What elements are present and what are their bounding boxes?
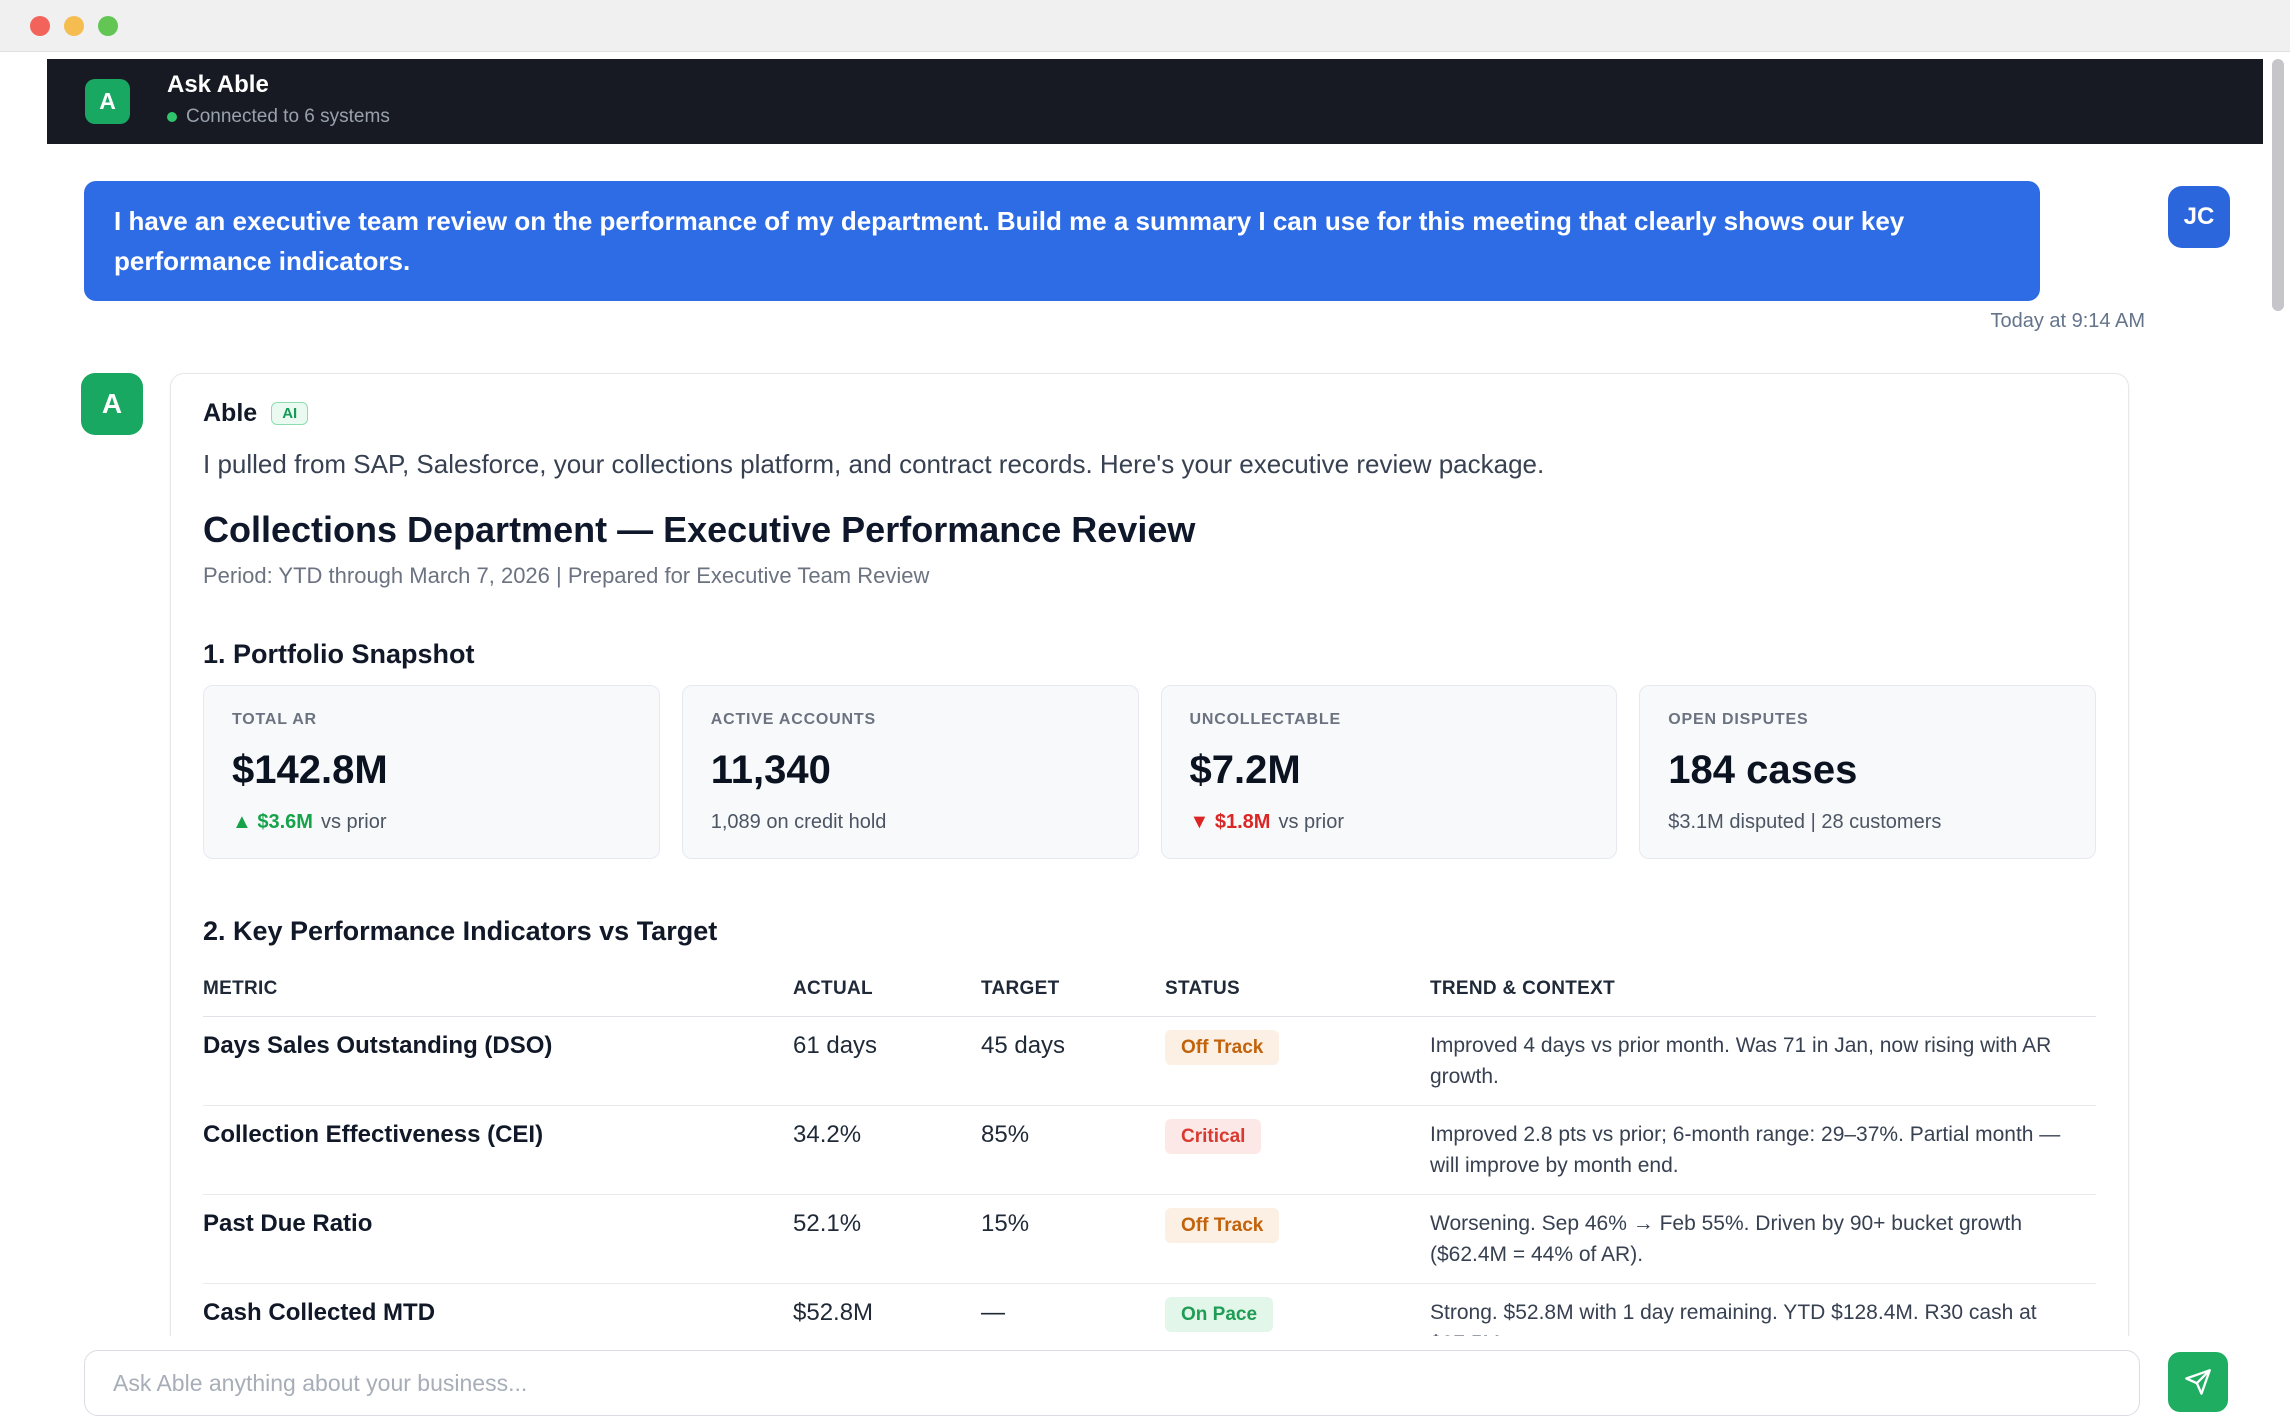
paper-plane-icon [2184, 1368, 2212, 1396]
user-message-bubble: I have an executive team review on the p… [84, 181, 2040, 301]
message-timestamp: Today at 9:14 AM [1990, 310, 2145, 332]
metric-cell: Days Sales Outstanding (DSO) [203, 1032, 553, 1059]
assistant-message-card: Able AI I pulled from SAP, Salesforce, y… [170, 373, 2129, 1385]
portfolio-stats-row: TOTAL AR $142.8M ▲ $3.6M vs prior ACTIVE … [203, 685, 2096, 859]
kpi-table-header: METRIC ACTUAL TARGET STATUS TREND & CONT… [203, 966, 2096, 1017]
chat-header: A Ask Able Connected to 6 systems [47, 59, 2263, 144]
stat-card-active-accounts: ACTIVE ACCOUNTS 11,340 1,089 on credit h… [681, 685, 1139, 859]
stat-card-uncollectable: UNCOLLECTABLE $7.2M ▼ $1.8M vs prior [1160, 685, 1618, 859]
actual-cell: 52.1% [793, 1210, 862, 1237]
stat-label: ACTIVE ACCOUNTS [710, 711, 876, 728]
stat-subtext: ▲ $3.6M vs prior [232, 810, 631, 834]
metric-cell: Collection Effectiveness (CEI) [203, 1121, 544, 1148]
assistant-avatar: A [81, 373, 143, 435]
minimize-button[interactable] [64, 16, 84, 36]
report-title: Collections Department — Executive Perfo… [203, 509, 1196, 550]
table-row: Collection Effectiveness (CEI) 34.2% 85%… [203, 1106, 2096, 1195]
trend-cell: Improved 2.8 pts vs prior; 6-month range… [1430, 1123, 2061, 1177]
stat-card-total-ar: TOTAL AR $142.8M ▲ $3.6M vs prior [203, 685, 660, 859]
table-row: Past Due Ratio 52.1% 15% Off Track Worse… [203, 1195, 2096, 1284]
composer-bar [0, 1336, 2290, 1426]
trend-cell: Improved 4 days vs prior month. Was 71 i… [1430, 1034, 2052, 1088]
column-header-actual: ACTUAL [793, 978, 873, 999]
stat-card-open-disputes: OPEN DISPUTES 184 cases $3.1M disputed |… [1639, 685, 2096, 859]
status-badge: Critical [1165, 1119, 1262, 1154]
actual-cell: 61 days [793, 1032, 878, 1059]
metric-cell: Cash Collected MTD [203, 1299, 436, 1326]
target-cell: 15% [981, 1210, 1030, 1237]
send-button[interactable] [2168, 1352, 2228, 1412]
column-header-target: TARGET [981, 978, 1060, 999]
stat-label: UNCOLLECTABLE [1189, 711, 1341, 728]
stat-value: 11,340 [710, 748, 831, 792]
section-heading-portfolio: 1. Portfolio Snapshot [203, 639, 475, 669]
stat-subtext: $3.1M disputed | 28 customers [1668, 810, 2067, 834]
status-cell: On Pace [1165, 1297, 1430, 1332]
window-titlebar [0, 0, 2290, 52]
assistant-name-row: Able AI [203, 398, 2096, 428]
assistant-name: Able [203, 398, 258, 427]
actual-cell: 34.2% [793, 1121, 862, 1148]
app-title: Ask Able [167, 71, 269, 98]
status-cell: Off Track [1165, 1030, 1430, 1065]
status-dot-icon [167, 112, 177, 122]
connection-status: Connected to 6 systems [167, 106, 390, 128]
actual-cell: $52.8M [793, 1299, 874, 1326]
column-header-trend: TREND & CONTEXT [1430, 978, 1615, 999]
stat-note: $3.1M disputed | 28 customers [1668, 811, 1942, 833]
zoom-button[interactable] [98, 16, 118, 36]
stat-note: 1,089 on credit hold [710, 811, 887, 833]
stat-delta: ▼ $1.8M [1189, 811, 1271, 833]
connection-status-label: Connected to 6 systems [186, 106, 390, 127]
status-badge: Off Track [1165, 1030, 1280, 1065]
stat-delta: ▲ $3.6M [232, 811, 313, 833]
target-cell: — [981, 1299, 1005, 1326]
stat-value: 184 cases [1668, 748, 1858, 792]
table-row: Cash Collected MTD $52.8M — On Pace Stro… [203, 1284, 2096, 1373]
report-period: Period: YTD through March 7, 2026 | Prep… [203, 563, 930, 588]
app-avatar: A [85, 79, 130, 124]
ai-badge: AI [271, 401, 309, 425]
table-row: Days Sales Outstanding (DSO) 61 days 45 … [203, 1017, 2096, 1106]
stat-value: $142.8M [232, 748, 388, 792]
target-cell: 85% [981, 1121, 1030, 1148]
stat-label: OPEN DISPUTES [1668, 711, 1809, 728]
assistant-intro-text: I pulled from SAP, Salesforce, your coll… [203, 449, 1545, 479]
section-heading-kpis: 2. Key Performance Indicators vs Target [203, 916, 718, 946]
column-header-metric: METRIC [203, 978, 278, 999]
target-cell: 45 days [981, 1032, 1066, 1059]
kpi-table: METRIC ACTUAL TARGET STATUS TREND & CONT… [203, 966, 2096, 1373]
stat-subtext: 1,089 on credit hold [711, 810, 1110, 834]
close-button[interactable] [30, 16, 50, 36]
status-cell: Critical [1165, 1119, 1430, 1154]
stat-label: TOTAL AR [232, 711, 317, 728]
stat-note: vs prior [1278, 811, 1345, 833]
column-header-status: STATUS [1165, 978, 1240, 999]
scrollbar-thumb[interactable] [2272, 59, 2284, 311]
status-badge: On Pace [1165, 1297, 1274, 1332]
stat-value: $7.2M [1189, 748, 1301, 792]
chat-input[interactable] [84, 1350, 2140, 1416]
trend-cell: Worsening. Sep 46% → Feb 55%. Driven by … [1430, 1212, 2023, 1266]
status-badge: Off Track [1165, 1208, 1280, 1243]
stat-note: vs prior [320, 811, 387, 833]
user-avatar: JC [2168, 186, 2230, 248]
status-cell: Off Track [1165, 1208, 1430, 1243]
stat-subtext: ▼ $1.8M vs prior [1190, 810, 1589, 834]
metric-cell: Past Due Ratio [203, 1210, 373, 1237]
